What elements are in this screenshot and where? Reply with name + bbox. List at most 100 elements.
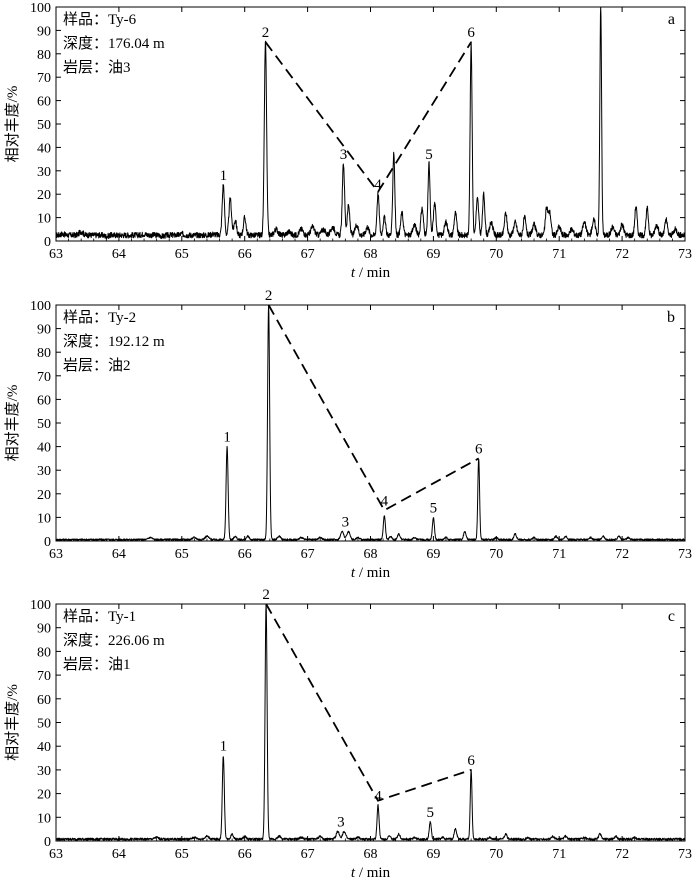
y-tick-label: 90 [37,323,51,338]
x-tick-label: 64 [112,247,126,262]
x-tick-label: 73 [678,247,692,262]
sample-info-line: 样品：Ty-6 [63,11,137,28]
x-tick-label: 71 [552,247,566,262]
chart-panel-b: 63 64 65 66 67 68 69 70 71 72 73010203040506070809… [4,288,692,581]
y-tick-label: 10 [37,511,51,526]
x-tick-label: 63 [49,547,63,562]
x-tick-label: 68 [364,247,378,262]
x-tick-label: 66 [238,547,252,562]
x-tick-label: 71 [552,847,566,862]
y-tick-label: 0 [44,535,51,550]
x-axis-title: t / min [351,265,391,281]
peak-label: 1 [223,430,231,446]
x-axis-title-unit: / min [355,565,391,581]
y-tick-label: 50 [37,717,51,732]
panel-letter: a [668,11,675,28]
x-tick-label: 72 [615,247,629,262]
x-tick-label: 65 [175,847,189,862]
peak-label: 6 [467,25,475,41]
dashed-trend-line [265,603,472,802]
y-axis-title: 相对丰度/% [4,684,21,761]
x-axis-title: t / min [351,565,391,581]
peak-label: 4 [374,788,382,804]
x-tick-label: 65 [175,547,189,562]
y-tick-label: 60 [37,693,51,708]
sample-info-line: 深度：176.04 m [63,35,165,52]
y-tick-label: 90 [37,24,51,39]
x-axis-title-var: t [351,565,356,581]
peak-label: 4 [381,493,389,509]
peak-label: 5 [425,147,433,163]
y-tick-label: 70 [37,669,51,684]
y-tick-label: 30 [37,764,51,779]
y-tick-label: 50 [37,417,51,432]
peak-label: 2 [262,587,270,603]
sample-info-line: 深度：192.12 m [63,333,165,350]
panel-letter: b [667,309,675,326]
y-tick-label: 20 [37,788,51,803]
signal-trace [55,6,686,240]
x-tick-label: 67 [301,247,315,262]
y-tick-label: 80 [37,645,51,660]
x-tick-label: 71 [552,547,566,562]
x-axis-title-unit: / min [355,265,391,281]
y-tick-label: 10 [37,212,51,227]
y-tick-label: 40 [37,441,51,456]
peak-label: 5 [430,500,438,516]
x-tick-label: 69 [426,547,440,562]
y-tick-label: 0 [44,835,51,850]
x-tick-label: 65 [175,247,189,262]
y-tick-label: 40 [37,740,51,755]
sample-info-line: 深度：226.06 m [63,632,165,649]
x-axis-title: t / min [351,865,391,881]
dashed-trend-line [264,41,472,194]
x-tick-label: 67 [301,847,315,862]
x-tick-label: 68 [364,547,378,562]
sample-info-line: 样品：Ty-2 [63,309,136,326]
peak-label: 4 [374,177,382,193]
y-tick-label: 60 [37,95,51,110]
x-tick-label: 73 [678,547,692,562]
y-tick-label: 30 [37,165,51,180]
chart-panel-c: 63 64 65 66 67 68 69 70 71 72 73010203040506070809… [4,587,692,881]
x-tick-label: 70 [489,847,503,862]
y-tick-label: 20 [37,188,51,203]
x-tick-label: 70 [489,547,503,562]
y-tick-label: 50 [37,118,51,133]
peak-label: 6 [467,753,475,769]
y-tick-label: 100 [30,299,51,314]
sample-info-line: 岩层：油3 [63,59,131,76]
x-tick-label: 69 [426,847,440,862]
peak-label: 5 [427,805,435,821]
x-tick-label: 72 [615,847,629,862]
y-tick-label: 30 [37,464,51,479]
peak-label: 3 [340,147,348,163]
y-tick-label: 70 [37,370,51,385]
x-tick-label: 72 [615,547,629,562]
peak-label: 6 [475,441,483,457]
peak-label: 1 [220,168,228,184]
y-tick-label: 90 [37,622,51,637]
x-tick-label: 70 [489,247,503,262]
y-tick-label: 0 [44,235,51,250]
y-tick-label: 60 [37,393,51,408]
y-axis-title: 相对丰度/% [4,385,21,462]
x-tick-label: 67 [301,547,315,562]
chart-panel-a: 63 64 65 66 67 68 69 70 71 72 73010203040506070809… [4,1,692,281]
y-tick-label: 40 [37,141,51,156]
x-tick-label: 73 [678,847,692,862]
sample-info-line: 岩层：油1 [63,656,131,673]
y-tick-label: 80 [37,346,51,361]
sample-info-line: 样品：Ty-1 [63,608,136,625]
sample-info-line: 岩层：油2 [63,357,131,374]
x-tick-label: 63 [49,247,63,262]
peak-label: 1 [220,739,228,755]
peak-label: 2 [262,25,270,41]
peak-label: 3 [342,515,350,531]
x-tick-label: 63 [49,847,63,862]
dashed-trend-line [267,304,480,512]
y-tick-label: 70 [37,71,51,86]
peak-label: 2 [265,288,273,304]
x-axis-title-unit: / min [355,865,391,881]
